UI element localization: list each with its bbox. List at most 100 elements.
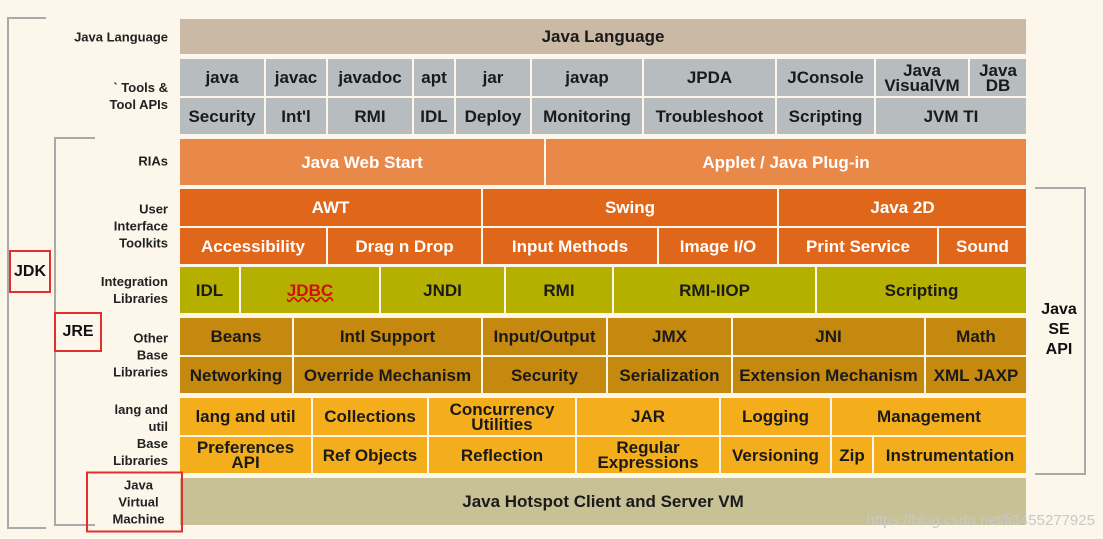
component: IDL (413, 97, 455, 135)
component: Accessibility (179, 227, 327, 265)
watermark: https://blog.csdn.net/li3455277925 (866, 512, 1095, 529)
component: Troubleshoot (643, 97, 776, 135)
component: javadoc (327, 58, 413, 97)
component: Override Mechanism (293, 356, 482, 394)
component: jar (455, 58, 531, 97)
row-label: lang and util Base Libraries (113, 401, 168, 469)
row-label: User Interface Toolkits (114, 201, 168, 252)
component: Networking (179, 356, 293, 394)
component: Security (179, 97, 265, 135)
component: RMI (327, 97, 413, 135)
component: Image I/O (658, 227, 778, 265)
row-label-line: Integration (100, 274, 168, 289)
component: Management (831, 397, 1027, 436)
api-label-line: API (1045, 341, 1073, 358)
component: Collections (312, 397, 428, 436)
row-label: Other Base Libraries (113, 330, 168, 381)
component: Input/Output (482, 317, 607, 356)
row-label-line: util (148, 419, 169, 434)
component: Applet / Java Plug-in (545, 138, 1027, 186)
row-label-line: Tool APIs (109, 97, 169, 112)
component: Instrumentation (873, 436, 1027, 474)
component: Zip (831, 436, 873, 474)
row-label-line: Virtual (118, 494, 159, 510)
component: Versioning (720, 436, 831, 474)
row-label-line: ` Tools & (113, 80, 168, 95)
row-label-line: User (139, 201, 168, 217)
row-label-line: Libraries (113, 364, 168, 380)
row-label: Java Virtual Machine (86, 471, 183, 533)
component: Input Methods (482, 227, 658, 265)
component: Beans (179, 317, 293, 356)
row-label-line: Java Language (74, 29, 168, 45)
component: Intl Support (293, 317, 482, 356)
component: Logging (720, 397, 831, 436)
component: RMI (505, 266, 613, 314)
component: XML JAXP (925, 356, 1027, 394)
component: JVM TI (875, 97, 1027, 135)
row-label-line: lang and (114, 402, 168, 417)
component: Java 2D (778, 188, 1027, 227)
row-label-line: RIAs (138, 153, 168, 169)
component: Java Web Start (179, 138, 545, 186)
component: Java Language (179, 18, 1027, 55)
row-label-line: Interface (113, 218, 168, 234)
jdk-label: JDK (9, 250, 51, 293)
component: Math (925, 317, 1027, 356)
row-label-line: Base (136, 436, 168, 451)
row-label-line: Libraries (113, 291, 168, 306)
component: javac (265, 58, 327, 97)
component: javap (531, 58, 643, 97)
component: Int'l (265, 97, 327, 135)
component: lang and util (179, 397, 312, 436)
row-label-line: Java (124, 477, 153, 493)
component: Concurrency Utilities (428, 397, 576, 436)
component: apt (413, 58, 455, 97)
component: Deploy (455, 97, 531, 135)
component: Swing (482, 188, 778, 227)
component: Regular Expressions (576, 436, 720, 474)
component: AWT (179, 188, 482, 227)
row-label: Java Language (74, 29, 168, 46)
component: JPDA (643, 58, 776, 97)
api-label-line: SE (1048, 321, 1070, 338)
component: IDL (179, 266, 240, 314)
component: JConsole (776, 58, 875, 97)
jdk-bracket (7, 17, 46, 529)
component: Extension Mechanism (732, 356, 925, 394)
api-bracket (1035, 187, 1086, 475)
component: Sound (938, 227, 1027, 265)
row-label-line: Libraries (113, 453, 168, 468)
component: JAR (576, 397, 720, 436)
component: Preferences API (179, 436, 312, 474)
row-label-line: Base (136, 347, 168, 363)
component: RMI-IIOP (613, 266, 816, 314)
component: Java DB (969, 58, 1027, 97)
component: JNI (732, 317, 925, 356)
row-label: RIAs (138, 153, 168, 170)
component: Scripting (816, 266, 1027, 314)
api-label: Java SE API (1037, 300, 1081, 360)
component: Serialization (607, 356, 732, 394)
component: Ref Objects (312, 436, 428, 474)
component: JMX (607, 317, 732, 356)
component: Scripting (776, 97, 875, 135)
component: Security (482, 356, 607, 394)
component: Reflection (428, 436, 576, 474)
row-label-line: Machine (112, 511, 165, 527)
row-label-line: Other (133, 330, 168, 346)
component: Drag n Drop (327, 227, 482, 265)
jre-label: JRE (54, 312, 102, 352)
component: Monitoring (531, 97, 643, 135)
component: java (179, 58, 265, 97)
component: Java VisualVM (875, 58, 969, 97)
row-label-line: Toolkits (119, 235, 168, 251)
row-label: Integration Libraries (101, 273, 168, 307)
api-label-line: Java (1041, 301, 1077, 318)
row-label: ` Tools & Tool APIs (110, 79, 169, 113)
component: JNDI (380, 266, 505, 314)
component: Java Hotspot Client and Server VM (179, 477, 1027, 526)
component: JDBC (240, 266, 380, 314)
component: Print Service (778, 227, 938, 265)
